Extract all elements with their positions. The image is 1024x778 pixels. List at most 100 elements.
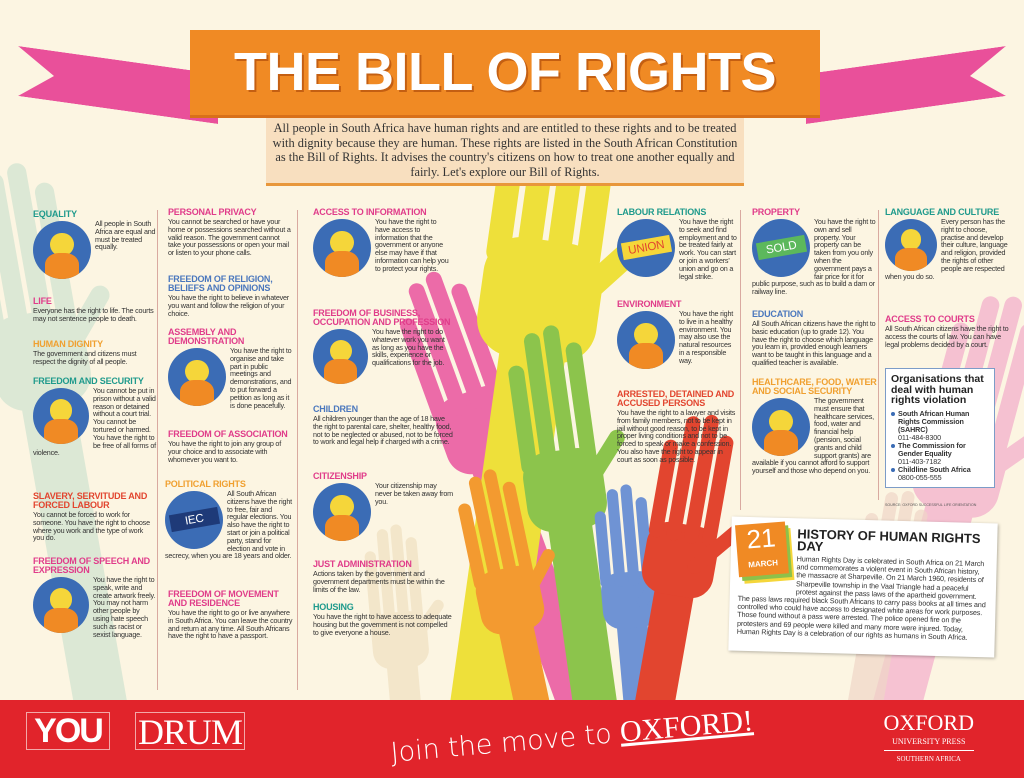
section-title: CITIZENSHIP <box>313 471 367 481</box>
passport-icon <box>313 483 371 541</box>
organisations-title: Organisations that deal with human right… <box>891 373 984 406</box>
history-title: HISTORY OF HUMAN RIGHTS DAY <box>796 526 981 554</box>
section-text: Every person has the right to choose, pr… <box>885 217 1008 281</box>
right-arrested: ARRESTED, DETAINED AND ACCUSED PERSONS Yo… <box>617 390 737 464</box>
section-text: You have the right to have access to ade… <box>313 612 452 637</box>
right-language: LANGUAGE AND CULTURE Every person has the… <box>885 208 1010 280</box>
section-title: SLAVERY, SERVITUDE AND FORCED LABOUR <box>33 491 148 510</box>
sold-sign-icon: SOLD <box>752 219 810 277</box>
organisation-item: The Commission for Gender Equality 011-40… <box>891 441 989 466</box>
section-title: FREEDOM OF SPEECH AND EXPRESSION <box>33 556 150 575</box>
right-freedom-security: FREEDOM AND SECURITY You cannot be put in… <box>33 377 157 457</box>
column-divider <box>297 210 298 690</box>
section-text: The government and citizens must respect… <box>33 349 137 366</box>
section-text: All children younger than the age of 18 … <box>313 414 453 447</box>
history-box: 21 MARCH HISTORY OF HUMAN RIGHTS DAY Huma… <box>728 516 998 658</box>
section-title: HEALTHCARE, FOOD, WATER AND SOCIAL SECUR… <box>752 377 877 396</box>
cultures-icon <box>885 219 937 271</box>
section-text: You have the right to speak, write and c… <box>93 575 156 639</box>
section-title: FREEDOM AND SECURITY <box>33 376 144 386</box>
hand-shape <box>508 325 625 752</box>
section-title: PROPERTY <box>752 207 800 217</box>
section-text: You cannot be put in prison without a va… <box>33 386 156 458</box>
section-text: You have the right to a lawyer and visit… <box>617 408 736 464</box>
column-divider <box>157 210 158 690</box>
section-title: FREEDOM OF RELIGION, BELIEFS AND OPINION… <box>168 274 273 293</box>
right-just-admin: JUST ADMINISTRATION Actions taken by the … <box>313 559 453 594</box>
right-equality: EQUALITY All people in South Africa are e… <box>33 210 157 280</box>
crowd-icon <box>168 348 226 406</box>
slogan: Join the move to OXFORD! <box>389 704 755 769</box>
section-title: HUMAN DIGNITY <box>33 339 103 349</box>
section-text: All South African citizens have the righ… <box>885 324 1009 349</box>
television-icon <box>313 219 371 277</box>
speech-bubbles-icon <box>33 577 89 633</box>
section-text: You have the right to live in a healthy … <box>679 309 734 365</box>
section-title: ENVIRONMENT <box>617 299 682 309</box>
right-life: LIFE Everyone has the right to life. The … <box>33 297 155 323</box>
section-title: FREEDOM OF ASSOCIATION <box>168 429 288 439</box>
right-assembly: ASSEMBLY AND DEMONSTRATION You have the r… <box>168 328 294 409</box>
section-text: You have the right to seek and find empl… <box>679 217 737 281</box>
right-religion: FREEDOM OF RELIGION, BELIEFS AND OPINION… <box>168 274 294 318</box>
right-privacy: PERSONAL PRIVACY You cannot be searched o… <box>168 208 294 257</box>
right-environment: ENVIRONMENT You have the right to live in… <box>617 300 737 370</box>
right-courts: ACCESS TO COURTS All South African citize… <box>885 314 1010 349</box>
section-title: LANGUAGE AND CULTURE <box>885 207 999 217</box>
section-title: FREEDOM OF MOVEMENT AND RESIDENCE <box>168 589 279 608</box>
section-title: FREEDOM OF BUSINESS, OCCUPATION AND PROF… <box>313 308 451 327</box>
right-healthcare: HEALTHCARE, FOOD, WATER AND SOCIAL SECUR… <box>752 378 877 475</box>
section-title: POLITICAL RIGHTS <box>165 479 246 489</box>
section-text: The government must ensure that healthca… <box>752 396 874 476</box>
section-title: ARRESTED, DETAINED AND ACCUSED PERSONS <box>617 389 735 408</box>
people-holding-hands-icon <box>33 221 91 279</box>
section-text: You have the right to organise and take … <box>230 346 292 410</box>
drum-logo[interactable]: DRUM <box>135 712 245 751</box>
footer-bar: YOU DRUM Join the move to OXFORD! OXFORD… <box>0 700 1024 778</box>
right-business: FREEDOM OF BUSINESS, OCCUPATION AND PROF… <box>313 309 453 385</box>
section-title: ASSEMBLY AND DEMONSTRATION <box>168 327 245 346</box>
right-housing: HOUSING You have the right to have access… <box>313 602 453 637</box>
section-title: PERSONAL PRIVACY <box>168 207 257 217</box>
right-property: PROPERTY SOLD You have the right to own an… <box>752 208 877 296</box>
section-title: HOUSING <box>313 602 354 612</box>
column-divider <box>878 210 879 500</box>
right-association: FREEDOM OF ASSOCIATION You have the right… <box>168 429 294 464</box>
section-text: You have the right to have access to inf… <box>375 217 449 273</box>
section-text: You have the right to believe in whateve… <box>168 293 289 318</box>
section-text: All South African citizens have the righ… <box>752 319 876 367</box>
section-text: You cannot be searched or have your home… <box>168 217 291 258</box>
intro-text: All people in South Africa have human ri… <box>266 118 744 186</box>
section-text: You have the right to own and sell prope… <box>752 217 876 297</box>
section-title: EQUALITY <box>33 209 77 219</box>
oxford-logo[interactable]: OXFORD UNIVERSITY PRESS SOUTHERN AFRICA <box>883 710 974 763</box>
organisation-item: South African Human Rights Commission (S… <box>891 409 989 442</box>
page-title: THE BILL OF RIGHTS <box>234 42 777 102</box>
water-tap-icon <box>752 398 810 456</box>
right-labour: LABOUR RELATIONS UNION You have the right … <box>617 208 737 280</box>
section-text: You have the right to go or live anywher… <box>168 608 293 641</box>
doctor-icon <box>313 329 368 384</box>
union-sign-icon: UNION <box>617 219 675 277</box>
source-note: SOURCE: OXFORD SUCCESSFUL LIFE ORIENTATI… <box>885 503 977 507</box>
right-human-dignity: HUMAN DIGNITY The government and citizens… <box>33 340 155 366</box>
right-citizenship: CITIZENSHIP Your citizenship may never be… <box>313 472 453 542</box>
right-slavery: SLAVERY, SERVITUDE AND FORCED LABOUR You … <box>33 492 155 542</box>
section-title: JUST ADMINISTRATION <box>313 559 412 569</box>
column-divider <box>740 210 741 510</box>
you-logo[interactable]: YOU <box>26 712 110 750</box>
section-text: Everyone has the right to life. The cour… <box>33 306 154 323</box>
section-text: You cannot be forced to work for someone… <box>33 510 150 543</box>
section-title: ACCESS TO COURTS <box>885 314 975 324</box>
section-title: EDUCATION <box>752 309 804 319</box>
right-children: CHILDREN All children younger than the ag… <box>313 405 453 446</box>
section-title: LABOUR RELATIONS <box>617 207 707 217</box>
calendar-icon: 21 MARCH <box>734 521 789 578</box>
right-political: POLITICAL RIGHTS IEC All South African cit… <box>165 480 293 560</box>
section-text: You have the right to join any group of … <box>168 439 282 464</box>
section-title: LIFE <box>33 296 52 306</box>
section-text: All people in South Africa are equal and… <box>95 219 156 252</box>
right-movement: FREEDOM OF MOVEMENT AND RESIDENCE You hav… <box>168 590 294 640</box>
right-speech: FREEDOM OF SPEECH AND EXPRESSION You have… <box>33 557 157 638</box>
title-banner: THE BILL OF RIGHTS <box>190 30 820 118</box>
